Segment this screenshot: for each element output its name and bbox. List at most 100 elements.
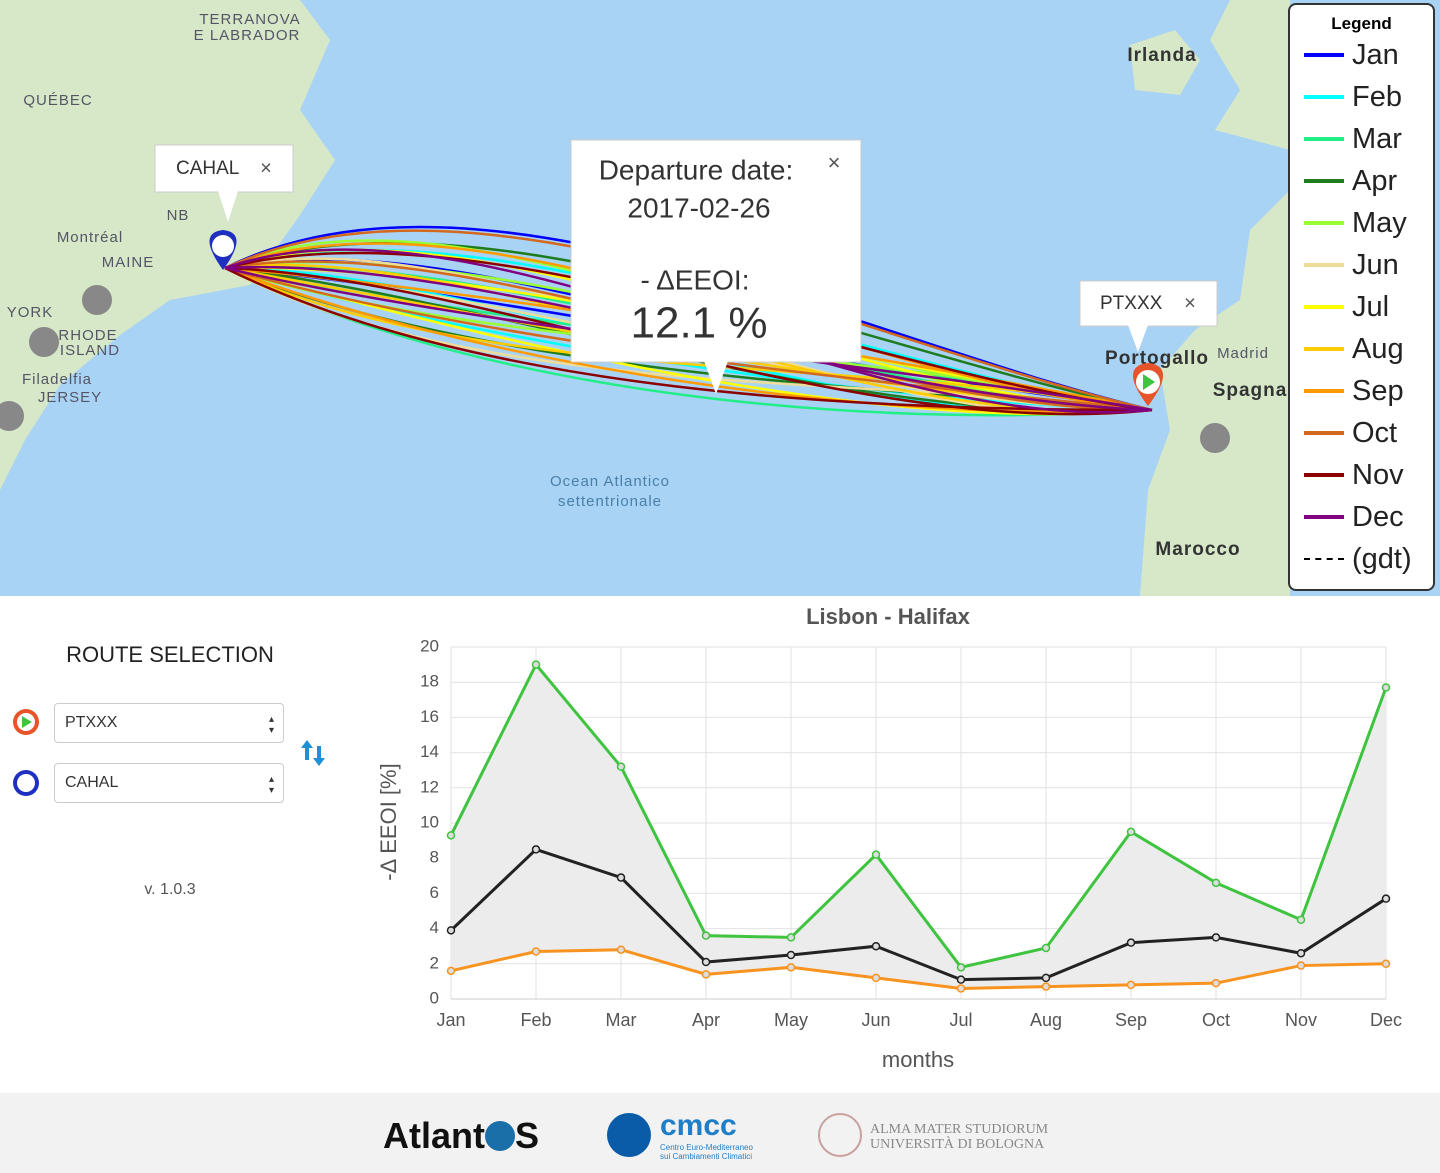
close-button[interactable]: ×: [828, 150, 841, 175]
legend-swatch: [1304, 431, 1344, 435]
y-tick-label: 12: [420, 777, 439, 796]
y-tick-label: 6: [430, 883, 439, 902]
x-tick-label: May: [774, 1010, 808, 1030]
place-label: settentrionale: [558, 493, 662, 510]
legend-item: Sep: [1304, 370, 1433, 412]
point: [1041, 982, 1051, 991]
point: [446, 926, 456, 935]
swap-button[interactable]: [300, 738, 326, 768]
legend-label: Feb: [1352, 80, 1402, 113]
point: [616, 762, 626, 771]
place-label: TERRANOVA: [199, 11, 300, 28]
popup-date: 2017-02-26: [627, 192, 770, 223]
place-label: Montréal: [57, 229, 123, 246]
legend-item: Jul: [1304, 286, 1433, 328]
legend-label: Dec: [1352, 500, 1404, 533]
point: [616, 945, 626, 954]
popup-box: [1079, 280, 1218, 327]
legend-label: Oct: [1352, 416, 1398, 449]
popup-box: [570, 139, 862, 363]
destination-select[interactable]: CAHAL: [54, 763, 284, 803]
y-tick-label: 0: [430, 988, 439, 1007]
close-button[interactable]: ×: [260, 157, 272, 179]
close-button[interactable]: ×: [1184, 292, 1196, 314]
y-tick-label: 20: [420, 636, 439, 655]
range-area: [451, 664, 1386, 989]
legend-swatch: [1304, 389, 1344, 393]
legend-swatch: [1304, 179, 1344, 183]
legend-item: Oct: [1304, 412, 1433, 454]
land-ireland: [1130, 30, 1200, 95]
place-label: NB: [167, 207, 190, 224]
popup-box: [154, 144, 294, 193]
point: [871, 973, 881, 983]
anchor-pin[interactable]: [0, 401, 24, 431]
point: [1211, 978, 1221, 988]
point: [1126, 980, 1136, 990]
legend-title: Legend: [1331, 14, 1392, 33]
popup-value: 12.1 %: [631, 299, 768, 348]
anchor-pin[interactable]: [1200, 423, 1230, 453]
logo-text: S: [515, 1115, 540, 1156]
legend-swatch: [1304, 221, 1344, 225]
port-marker[interactable]: [0, 230, 1230, 453]
route: [224, 266, 1153, 412]
place-label: Madrid: [1217, 345, 1269, 362]
legend-item: Jun: [1304, 244, 1433, 286]
legend-item: (gdt): [1304, 538, 1433, 580]
popup-tip: [218, 191, 238, 222]
anchor-pin[interactable]: [29, 327, 59, 357]
legend-swatch: [1304, 347, 1344, 351]
point: [1126, 938, 1136, 947]
logo-cmcc-mark: [607, 1113, 651, 1157]
x-tick-label: Nov: [1285, 1010, 1317, 1030]
chart-title: Lisbon - Halifax: [806, 604, 971, 629]
land-europe: [1140, 0, 1290, 596]
legend-swatch: [1304, 95, 1344, 99]
place-label: YORK: [7, 304, 54, 321]
x-tick-label: Aug: [1030, 1010, 1062, 1030]
legend-label: Aug: [1352, 332, 1404, 365]
panel-title: ROUTE SELECTION: [66, 642, 274, 667]
point: [786, 950, 796, 960]
legend-label: Sep: [1352, 374, 1404, 407]
point: [616, 873, 626, 882]
logo-text: Centro Euro-Mediterraneo: [660, 1143, 753, 1152]
legend-swatch: [1304, 473, 1344, 477]
place-label: Marocco: [1155, 539, 1240, 560]
legend-item: Apr: [1304, 160, 1433, 202]
legend-swatch: [1304, 558, 1344, 560]
logo-cmcc: cmcc: [660, 1109, 737, 1142]
popup-title: Departure date:: [599, 154, 794, 185]
legend-label: Jun: [1352, 248, 1399, 281]
route-selection: ROUTE SELECTION PTXXX CAHAL v. 1.0.3: [0, 596, 340, 1093]
point: [1381, 683, 1391, 692]
x-tick-label: Dec: [1370, 1010, 1402, 1030]
x-tick-label: Feb: [520, 1010, 551, 1030]
origin-select[interactable]: PTXXX: [54, 703, 284, 743]
point: [786, 933, 796, 942]
place-label: Ocean Atlantico: [550, 473, 670, 490]
play-icon: [1143, 374, 1155, 390]
land-america: [0, 0, 335, 490]
popup-tip: [1128, 325, 1148, 352]
legend-label: Jan: [1352, 38, 1399, 71]
point: [531, 660, 541, 669]
version: v. 1.0.3: [144, 881, 196, 898]
legend-label: May: [1352, 206, 1407, 239]
point: [1211, 878, 1221, 888]
point: [1041, 943, 1051, 953]
footer: Atlant S cmcc Centro Euro-Mediterraneo sui…: [0, 1093, 1440, 1173]
point: [1296, 961, 1306, 970]
legend-item: Nov: [1304, 454, 1433, 496]
popup-departure: Departure date: 2017-02-26 - ΔEEOI: 12.1…: [570, 139, 862, 394]
legend-item: May: [1304, 202, 1433, 244]
swap-icon: [301, 740, 325, 766]
popup-metric: - ΔEEOI:: [641, 264, 750, 295]
destination-icon-center: [17, 774, 35, 792]
logo-unibo-seal: [818, 1113, 862, 1157]
legend-item: Dec: [1304, 496, 1433, 538]
anchor-pin[interactable]: [82, 285, 112, 315]
